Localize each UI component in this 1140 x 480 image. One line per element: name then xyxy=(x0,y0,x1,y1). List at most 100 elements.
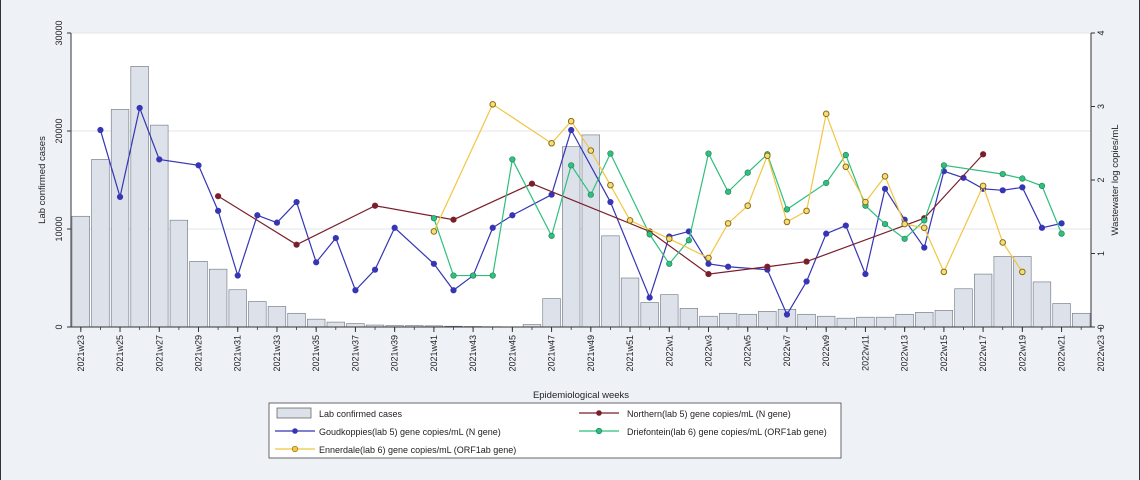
y-axis-right-label: Wastewater log copies/mL xyxy=(1110,124,1121,235)
series-point xyxy=(842,163,850,171)
y-axis-left-label: Lab confirmed cases xyxy=(37,136,48,224)
series-lines xyxy=(97,100,1065,318)
series-point xyxy=(646,231,653,238)
series-point xyxy=(1038,224,1046,231)
series-point xyxy=(862,270,869,278)
bar xyxy=(758,311,777,328)
series-point xyxy=(136,104,143,112)
bar xyxy=(836,317,855,328)
x-tick-label: 2022w5 xyxy=(743,335,753,367)
series-point xyxy=(783,218,791,226)
x-tick-label: 2021w47 xyxy=(547,335,557,372)
series-point xyxy=(764,263,771,270)
x-tick-label: 2021w29 xyxy=(194,335,204,372)
series-point xyxy=(823,179,830,187)
x-tick-label: 2022w15 xyxy=(939,335,949,372)
bar xyxy=(718,312,738,328)
series-line xyxy=(99,105,1062,316)
series-point xyxy=(116,193,124,201)
x-tick-label: 2021w33 xyxy=(272,335,282,372)
x-tick-label: 2022w9 xyxy=(821,335,831,367)
legend-label-goudkoppies: Goudkoppies(lab 5) gene copies/mL (N gen… xyxy=(319,427,501,437)
series-point xyxy=(293,198,300,206)
bar xyxy=(973,273,993,328)
bar xyxy=(660,294,679,328)
series-point xyxy=(803,278,810,285)
series-point xyxy=(293,241,300,248)
series-point xyxy=(921,217,928,224)
x-tick-label: 2022w23 xyxy=(1096,335,1106,372)
grid xyxy=(71,32,1091,230)
series-point xyxy=(999,239,1007,246)
series-point xyxy=(607,198,614,206)
series-point xyxy=(822,110,830,118)
legend-label-northern: Northern(lab 5) gene copies/mL (N gene) xyxy=(627,409,791,419)
x-tick-label: 2021w37 xyxy=(350,335,360,372)
series-point xyxy=(450,272,457,279)
bar xyxy=(934,310,954,328)
series-point xyxy=(881,185,889,192)
x-tick-label: 2021w31 xyxy=(233,335,243,372)
series-point xyxy=(744,169,751,176)
axes: 0100002000030000012342021w232021w252021w… xyxy=(54,20,1106,371)
x-tick-label: 2021w39 xyxy=(390,335,400,372)
bar xyxy=(208,268,228,328)
x-tick-label: 2022w11 xyxy=(860,335,870,371)
x-tick-label: 2021w51 xyxy=(625,335,635,372)
bar xyxy=(287,312,306,328)
x-tick-label: 2022w3 xyxy=(704,335,714,367)
series-point xyxy=(783,206,791,213)
bar xyxy=(1052,303,1071,328)
legend-item-driefontein: Driefontein(lab 6) gene copies/mL (ORF1a… xyxy=(579,427,827,437)
legend-item-ennerdale: Ennerdale(lab 6) gene copies/mL (ORF1ab … xyxy=(275,445,516,455)
series-point xyxy=(724,220,732,227)
series-point xyxy=(450,287,457,294)
series-point xyxy=(391,224,398,231)
series-point xyxy=(646,294,653,301)
series-point xyxy=(1058,230,1065,237)
series-point xyxy=(940,162,947,169)
x-tick-label: 2022w21 xyxy=(1057,335,1067,372)
x-tick-label: 2021w23 xyxy=(76,335,86,372)
bar xyxy=(738,313,757,328)
series-point xyxy=(430,215,437,222)
series-point xyxy=(509,212,516,219)
x-tick-label: 2021w41 xyxy=(429,335,439,372)
series-point xyxy=(921,244,928,251)
series-point xyxy=(881,221,889,228)
legend-item-bars: Lab confirmed cases xyxy=(276,407,403,419)
series-point xyxy=(587,147,595,154)
legend-label-driefontein: Driefontein(lab 6) gene copies/mL (ORF1a… xyxy=(627,427,827,437)
series-point xyxy=(156,156,163,163)
series-point xyxy=(97,126,104,134)
legend: Lab confirmed cases Northern(lab 5) gene… xyxy=(268,402,842,459)
bar xyxy=(581,134,600,328)
series-point xyxy=(725,263,732,270)
bar xyxy=(248,301,267,328)
series-point xyxy=(940,268,948,276)
series-point xyxy=(979,182,987,190)
bar xyxy=(307,318,326,328)
series-point xyxy=(842,222,849,229)
legend-item-northern: Northern(lab 5) gene copies/mL (N gene) xyxy=(579,409,791,419)
x-tick-label: 2021w35 xyxy=(311,335,321,372)
x-tick-label: 2022w1 xyxy=(664,335,674,367)
series-point xyxy=(665,235,673,243)
series-point xyxy=(823,230,830,237)
series-point xyxy=(725,188,732,195)
series-point xyxy=(1019,184,1026,191)
legend-item-goudkoppies: Goudkoppies(lab 5) gene copies/mL (N gen… xyxy=(275,427,501,437)
x-axis-label: Epidemiological weeks xyxy=(533,390,629,401)
series-point xyxy=(842,151,849,159)
x-tick-label: 2021w45 xyxy=(507,335,517,372)
series-point xyxy=(783,311,791,318)
bar xyxy=(150,124,169,328)
bar xyxy=(542,298,561,328)
series-point xyxy=(607,181,614,189)
legend-label-ennerdale: Ennerdale(lab 6) gene copies/mL (ORF1ab … xyxy=(319,445,516,455)
y-tick-label-right: 1 xyxy=(1096,251,1106,256)
series-point xyxy=(626,217,634,224)
bar xyxy=(346,323,365,328)
